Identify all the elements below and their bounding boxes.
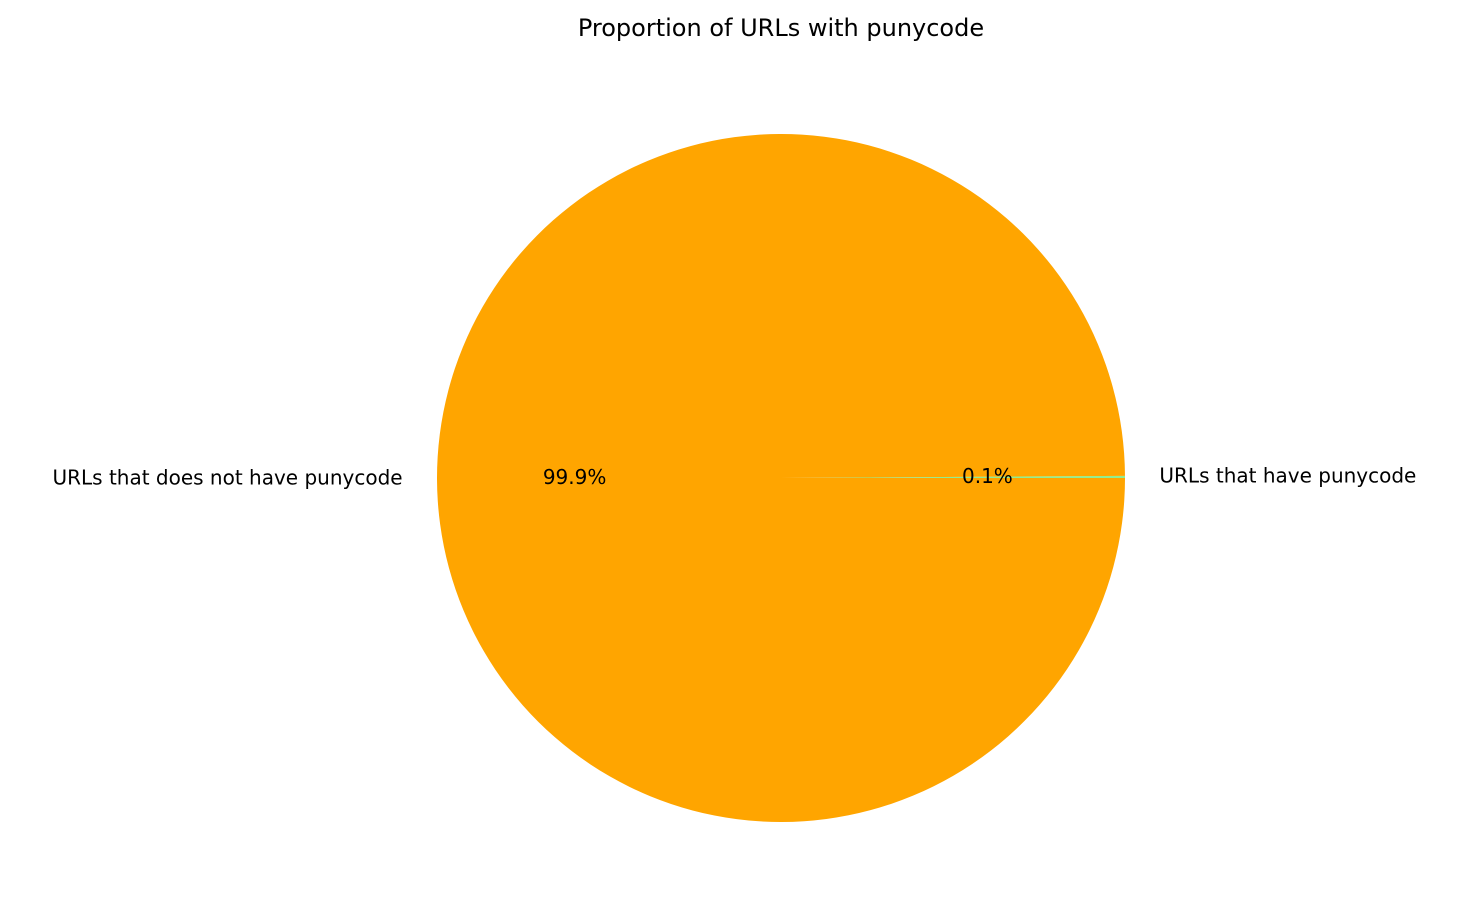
slice-percent-label-1: 99.9% bbox=[543, 465, 607, 489]
slice-label-0: URLs that have punycode bbox=[1159, 463, 1416, 487]
chart-title: Proportion of URLs with punycode bbox=[578, 14, 984, 42]
pie-slice-1 bbox=[436, 134, 1125, 823]
pie-slice-0 bbox=[781, 475, 1125, 478]
slice-percent-label-0: 0.1% bbox=[962, 464, 1013, 488]
pie-slices bbox=[436, 134, 1125, 823]
pie-labels: URLs that have punycode 0.1% URLs that doe… bbox=[52, 463, 1416, 489]
slice-label-1: URLs that does not have punycode bbox=[52, 466, 402, 490]
